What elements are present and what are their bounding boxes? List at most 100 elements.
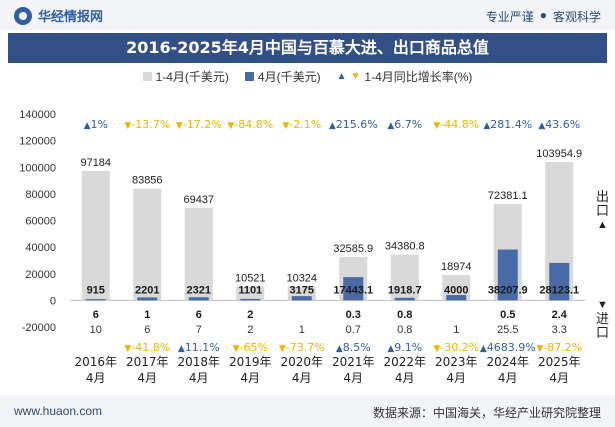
export-value: 6: [93, 309, 99, 321]
import-value: 1: [299, 324, 305, 336]
growth-label-monthly: ▲9.1%: [387, 341, 422, 354]
x-tick-label-year: 2024年: [486, 355, 529, 369]
tagline: 专业严谨 ● 客观科学: [486, 8, 601, 25]
export-value: 0.8: [397, 309, 412, 321]
footer-website-link[interactable]: www.huaon.com: [14, 404, 103, 418]
brand[interactable]: 华经情报网: [14, 6, 103, 25]
x-tick-label-month: 4月: [549, 371, 569, 385]
x-tick-label-month: 4月: [137, 371, 157, 385]
bar-monthly: [343, 277, 364, 301]
x-tick-label-month: 4月: [395, 371, 415, 385]
growth-label-cumulative: ▲281.4%: [483, 118, 532, 131]
data-label-monthly: 4000: [444, 284, 468, 296]
y-tick-label: 100000: [19, 162, 56, 174]
export-value: 0.3: [346, 309, 361, 321]
y-tick-label: 120000: [19, 136, 56, 148]
footer: www.huaon.com 数据来源：中国海关，华经产业研究院整理: [0, 395, 615, 427]
growth-label-cumulative: ▼-13.7%: [124, 118, 170, 131]
x-tick-label-year: 2017年: [126, 355, 169, 369]
x-tick-label-month: 4月: [446, 371, 466, 385]
import-value: 10: [90, 324, 102, 336]
data-label-cumulative: 97184: [80, 157, 111, 169]
brand-logo-icon: [14, 6, 32, 25]
bar-monthly: [240, 298, 261, 301]
growth-label-monthly: ▼-73.7%: [279, 341, 325, 354]
y-tick-label: 20000: [25, 269, 56, 281]
data-label-monthly: 3175: [290, 284, 314, 296]
legend-item-cumulative: 1-4月(千美元): [142, 68, 229, 85]
bar-cumulative: [133, 188, 162, 301]
growth-label-cumulative: ▼-2.1%: [282, 118, 321, 131]
tagline-right: 客观科学: [552, 10, 601, 24]
import-value: 0.7: [346, 324, 361, 336]
legend-swatch-cumulative: [142, 72, 152, 81]
legend-up-triangle-icon: ▲: [336, 70, 347, 82]
growth-label-monthly: ▲8.5%: [336, 341, 371, 354]
data-label-cumulative: 32585.9: [333, 243, 373, 255]
x-tick-label-year: 2023年: [435, 355, 478, 369]
export-value: 2: [247, 309, 253, 321]
legend-label-monthly: 4月(千美元): [257, 70, 321, 84]
legend-down-triangle-icon: ▼: [350, 70, 361, 82]
growth-label-cumulative: ▼-17.2%: [176, 118, 222, 131]
y-tick-label: 140000: [19, 109, 56, 121]
bar-cumulative: [81, 170, 110, 301]
export-arrow-icon: ▲: [597, 219, 608, 231]
import-value: 2: [247, 324, 253, 336]
data-label-monthly: 1101: [238, 284, 262, 296]
import-value: 0.8: [397, 324, 412, 336]
legend-swatch-monthly: [244, 72, 254, 81]
legend-item-growth: ▲ ▼ 1-4月同比增长率(%): [337, 68, 473, 85]
growth-label-monthly: ▼-30.2%: [433, 341, 479, 354]
import-label-char2: 口: [595, 325, 609, 340]
export-value: 1: [144, 309, 150, 321]
data-label-cumulative: 18974: [441, 261, 472, 273]
x-tick-label-month: 4月: [240, 371, 260, 385]
export-value: 2.4: [552, 309, 568, 321]
data-label-cumulative: 69437: [183, 194, 214, 206]
x-tick-label-year: 2020年: [280, 355, 323, 369]
legend-label-growth: 1-4月同比增长率(%): [364, 70, 473, 84]
data-label-cumulative: 10521: [235, 272, 266, 284]
x-tick-label-year: 2019年: [229, 355, 272, 369]
growth-label-cumulative: ▲6.7%: [387, 118, 422, 131]
import-value: 7: [196, 324, 202, 336]
growth-label-cumulative: ▲215.6%: [329, 118, 378, 131]
growth-label-monthly: ▲11.1%: [178, 341, 220, 354]
legend: 1-4月(千美元) 4月(千美元) ▲ ▼ 1-4月同比增长率(%): [0, 68, 615, 85]
x-tick-label-month: 4月: [498, 371, 518, 385]
bar-cumulative: [390, 254, 419, 301]
data-label-monthly: 915: [87, 284, 105, 296]
bar-monthly: [497, 249, 518, 301]
import-value: 3.3: [552, 324, 567, 336]
growth-label-monthly: ▼-41.8%: [124, 341, 170, 354]
tagline-separator-icon: ●: [539, 8, 547, 22]
import-value: 1: [453, 324, 459, 336]
data-label-monthly: 1918.7: [388, 284, 422, 296]
growth-label-cumulative: ▼-84.8%: [227, 118, 273, 131]
x-tick-label-month: 4月: [189, 371, 209, 385]
bar-monthly: [446, 295, 467, 301]
export-side-label: 出 口 ▲: [596, 190, 609, 232]
data-label-cumulative: 72381.1: [488, 190, 528, 202]
y-tick-label: 0: [50, 295, 56, 307]
data-label-cumulative: 34380.8: [385, 241, 425, 253]
brand-name: 华经情报网: [38, 9, 104, 24]
data-label-monthly: 28123.1: [539, 284, 579, 296]
bar-monthly: [137, 297, 158, 301]
top-bar: 华经情报网 专业严谨 ● 客观科学: [0, 0, 615, 30]
legend-label-cumulative: 1-4月(千美元): [155, 70, 229, 84]
x-tick-label-month: 4月: [86, 371, 106, 385]
export-label-char2: 口: [595, 203, 609, 218]
bar-cumulative: [236, 286, 265, 301]
tagline-left: 专业严谨: [485, 10, 534, 24]
chart-title: 2016-2025年4月中国与百慕大进、出口商品总值: [126, 38, 489, 57]
import-value: 25.5: [497, 324, 518, 336]
growth-label-monthly: ▼-87.2%: [536, 341, 582, 354]
x-tick-label-month: 4月: [343, 371, 363, 385]
x-tick-label-year: 2022年: [383, 355, 426, 369]
chart-canvas: -20000 0 20000 40000 60000 80000 100000 120000 1…: [19, 109, 585, 385]
bar-monthly: [188, 297, 209, 301]
growth-label-cumulative: ▲1%: [84, 118, 108, 131]
import-arrow-icon: ▼: [597, 299, 608, 311]
